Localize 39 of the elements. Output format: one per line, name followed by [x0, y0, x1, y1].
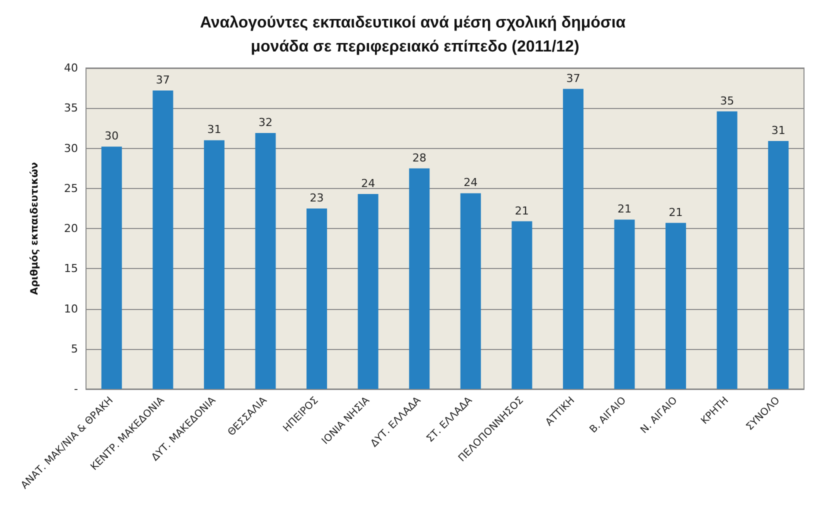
data-label: 37	[566, 72, 580, 85]
bar	[614, 220, 635, 389]
data-label: 21	[668, 206, 683, 219]
data-label: 24	[464, 176, 478, 190]
data-label: 35	[720, 94, 734, 108]
data-label: 24	[361, 176, 376, 190]
y-tick-label: 10	[64, 302, 78, 316]
bar	[512, 221, 532, 389]
data-label: 37	[156, 73, 170, 86]
bar	[409, 168, 430, 389]
y-tick-label: 25	[64, 182, 78, 195]
y-tick-label: 20	[64, 222, 78, 235]
y-tick-label: 5	[71, 342, 78, 356]
data-label: 23	[310, 191, 324, 204]
data-label: 31	[771, 124, 786, 138]
y-tick-label: -	[74, 382, 78, 396]
bar	[768, 141, 789, 389]
bar	[101, 146, 122, 389]
y-tick-label: 35	[64, 102, 78, 115]
bar	[152, 90, 174, 389]
y-tick-label: 30	[64, 142, 78, 155]
bar	[716, 111, 738, 389]
data-label: 31	[207, 123, 222, 136]
chart-title: Αναλογούντες εκπαιδευτικοί ανά μέση σχολική δημόσια μονάδα σε περιφερειακό επίπεδο (2011/12)	[200, 14, 630, 56]
y-tick-label: 15	[64, 262, 78, 276]
data-label: 21	[618, 202, 632, 216]
bar	[255, 133, 276, 389]
data-label: 21	[514, 204, 529, 218]
bar	[460, 193, 481, 389]
bar	[306, 208, 328, 389]
bar	[666, 222, 686, 389]
data-label: 32	[258, 116, 272, 130]
data-label: 28	[412, 151, 426, 164]
y-axis-title: Αριθμός εκπαιδευτικών	[30, 162, 40, 295]
bar	[358, 194, 378, 389]
bar	[562, 88, 584, 389]
bar	[204, 140, 224, 389]
y-tick-label: 40	[64, 62, 78, 74]
data-label: 30	[104, 130, 119, 143]
